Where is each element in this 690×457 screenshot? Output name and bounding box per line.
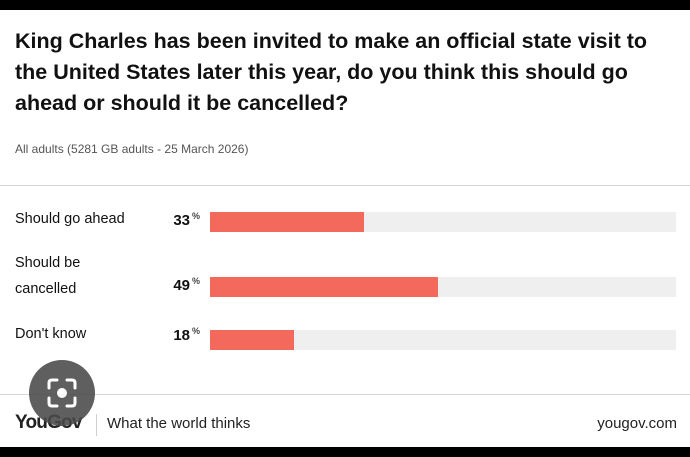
chart-title: King Charles has been invited to make an… bbox=[15, 29, 648, 115]
category-label: Should go ahead bbox=[15, 211, 125, 227]
category-label: Don't know bbox=[15, 326, 87, 342]
bar-track bbox=[210, 212, 676, 232]
bar-track bbox=[210, 277, 676, 297]
data-label: 33 bbox=[173, 212, 190, 229]
category-label-line2: cancelled bbox=[15, 281, 77, 297]
percent-unit: % bbox=[192, 326, 201, 336]
bar-fill bbox=[210, 277, 439, 297]
bar-track bbox=[210, 330, 676, 350]
lens-glyph bbox=[47, 378, 77, 408]
poll-card: King Charles has been invited to make an… bbox=[0, 10, 690, 447]
data-label: 18 bbox=[173, 327, 190, 344]
percent-unit: % bbox=[192, 211, 201, 221]
bar-row-should-go-ahead: Should go ahead 33 % bbox=[0, 198, 690, 248]
bar-row-should-be-cancelled: Should be cancelled 49 % bbox=[0, 250, 690, 310]
top-divider bbox=[0, 185, 690, 186]
data-label: 49 bbox=[173, 277, 190, 294]
footer-separator bbox=[96, 414, 97, 436]
camera-lens-icon[interactable] bbox=[29, 360, 95, 426]
bar-fill bbox=[210, 212, 364, 232]
footer-site-link[interactable]: yougov.com bbox=[597, 415, 677, 432]
category-label-line1: Should be bbox=[15, 255, 81, 271]
footer-divider bbox=[0, 394, 690, 395]
bar-row-dont-know: Don't know 18 % bbox=[0, 320, 690, 370]
bar-fill bbox=[210, 330, 294, 350]
footer-tagline: What the world thinks bbox=[107, 415, 251, 432]
percent-unit: % bbox=[192, 276, 201, 286]
chart-subtitle: All adults (5281 GB adults - 25 March 20… bbox=[15, 142, 249, 156]
